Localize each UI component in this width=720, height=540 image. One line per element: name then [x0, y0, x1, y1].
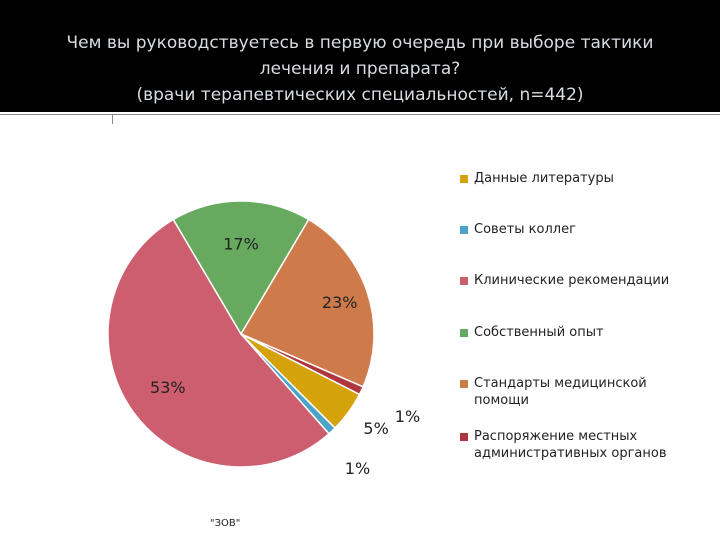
- legend-label-standards: Стандарты медицинской помощи: [474, 376, 647, 408]
- legend-swatch-own-experience: [460, 329, 468, 337]
- frame-line: [0, 114, 720, 115]
- legend-label-colleagues: Советы коллег: [474, 222, 576, 237]
- title-line-1: Чем вы руководствуетесь в первую очередь…: [66, 33, 654, 53]
- frame-left-tick: [112, 114, 113, 124]
- legend-swatch-standards: [460, 380, 468, 388]
- title-line-2: лечения и препарата?: [259, 59, 461, 79]
- footer-note: "ЗОВ": [210, 518, 241, 529]
- pie-label-literature: 5%: [363, 419, 388, 438]
- pie-slice-own-experience: [172, 200, 310, 336]
- pie-label-local-authorities: 1%: [395, 407, 420, 426]
- legend-swatch-colleagues: [460, 226, 468, 234]
- legend-label-literature: Данные литературы: [474, 171, 614, 186]
- pie-label-own-experience: 17%: [223, 235, 259, 254]
- legend-label-clinical-guidelines: Клинические рекомендации: [474, 273, 670, 288]
- pie-slice-local-authorities: [240, 333, 365, 396]
- legend-swatch-local-authorities: [460, 433, 468, 441]
- pie-label-clinical-guidelines: 53%: [150, 378, 186, 397]
- legend-label-own-experience: Собственный опыт: [474, 325, 604, 340]
- pie-label-colleagues: 1%: [345, 459, 370, 478]
- legend-swatch-clinical-guidelines: [460, 277, 468, 285]
- title-line-3: (врачи терапевтических специальностей, n…: [136, 85, 584, 105]
- pie-label-standards: 23%: [322, 293, 358, 312]
- pie-slice-clinical-guidelines: [107, 218, 331, 468]
- pie-slice-standards: [239, 218, 375, 388]
- title-bar: Чем вы руководствуетесь в первую очередь…: [0, 0, 720, 112]
- legend-swatch-literature: [460, 175, 468, 183]
- legend-label-local-authorities: Распоряжение местных административных ор…: [474, 429, 667, 461]
